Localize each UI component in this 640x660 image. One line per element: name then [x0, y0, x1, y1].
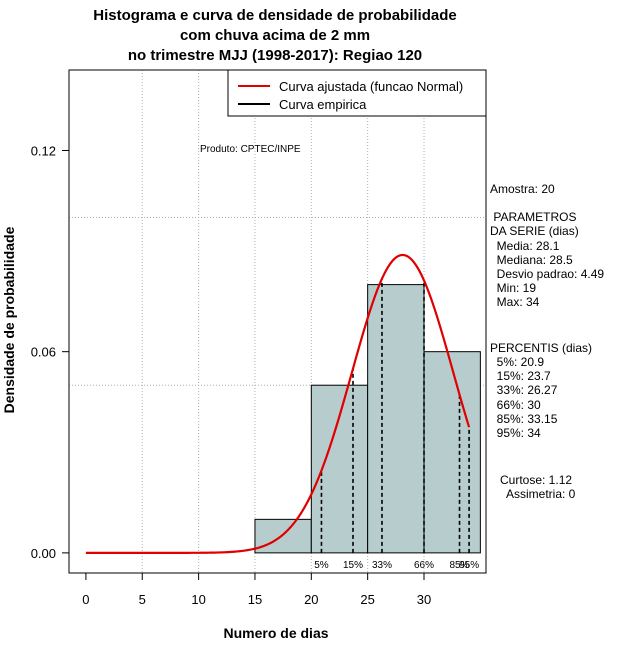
- stat-skewness: Assimetria: 0: [500, 487, 576, 501]
- x-tick-label-6: 30: [417, 592, 431, 607]
- y-axis-label: Densidade de probabilidade: [1, 226, 17, 413]
- histogram-bars: [254, 284, 481, 554]
- stat-p33: 33%: 26.27: [490, 383, 558, 397]
- stat-min: Min: 19: [490, 281, 536, 295]
- y-tick-label-2: 0.12: [31, 143, 56, 158]
- percentile-label-2: 33%: [372, 560, 392, 571]
- stat-sd: Desvio padrao: 4.49: [490, 267, 604, 281]
- legend-label-normal: Curva ajustada (funcao Normal): [279, 79, 463, 94]
- x-tick-label-0: 0: [82, 592, 89, 607]
- stat-median: Mediana: 28.5: [490, 253, 573, 267]
- chart-title-line-2: com chuva acima de 2 mm: [180, 27, 370, 44]
- x-axis-ticks: 0 5 10 15 20 25 30: [82, 573, 431, 607]
- chart-title-line-1: Histograma e curva de densidade de proba…: [93, 7, 456, 24]
- side-statistics: Amostra: 20 PARAMETROS DA SERIE (dias) M…: [490, 182, 604, 501]
- stat-percentiles-header: PERCENTIS (dias): [490, 341, 592, 355]
- y-axis-ticks: 0.00 0.06 0.12: [31, 143, 69, 561]
- stat-max: Max: 34: [490, 295, 540, 309]
- percentile-label-0: 5%: [314, 560, 329, 571]
- x-tick-label-2: 10: [191, 592, 205, 607]
- percentile-lines: [320, 278, 470, 553]
- histogram-bar-0: [254, 518, 312, 554]
- stat-kurtosis: Curtose: 1.12: [500, 473, 572, 487]
- percentile-label-5: 95%: [459, 560, 479, 571]
- percentile-label-3: 66%: [414, 560, 434, 571]
- x-axis-label: Numero de dias: [223, 625, 328, 641]
- x-tick-label-3: 15: [248, 592, 262, 607]
- stat-p15: 15%: 23.7: [490, 369, 551, 383]
- legend-label-empirical: Curva empirica: [279, 97, 367, 112]
- stat-params-header: PARAMETROS: [490, 210, 576, 224]
- stat-sample: Amostra: 20: [490, 182, 555, 196]
- y-tick-label-0: 0.00: [31, 546, 56, 561]
- grid-lines: [69, 70, 486, 573]
- stat-mean: Media: 28.1: [490, 239, 560, 253]
- percentile-label-1: 15%: [343, 560, 363, 571]
- percentile-label-4: 85%: [450, 560, 470, 571]
- histogram-bar-2: [367, 284, 425, 554]
- chart-title-line-3: no trimestre MJJ (1998-2017): Regiao 120: [128, 47, 422, 64]
- normal-curve: [85, 253, 471, 554]
- stat-p85: 85%: 33.15: [490, 412, 558, 426]
- histogram-bar-1: [310, 384, 369, 554]
- stat-params-header-2: DA SERIE (dias): [490, 224, 579, 238]
- y-tick-label-1: 0.06: [31, 345, 56, 360]
- product-note: Produto: CPTEC/INPE: [200, 144, 301, 155]
- legend: Curva ajustada (funcao Normal) Curva emp…: [227, 69, 487, 117]
- x-tick-label-5: 25: [360, 592, 374, 607]
- histogram-bar-3: [423, 351, 481, 554]
- percentile-labels: 5% 15% 33% 66% 85%95%: [314, 560, 479, 571]
- stat-p5: 5%: 20.9: [490, 355, 544, 369]
- x-tick-label-1: 5: [139, 592, 146, 607]
- x-tick-label-4: 20: [304, 592, 318, 607]
- stat-p66: 66%: 30: [490, 398, 541, 412]
- stat-p95: 95%: 34: [490, 426, 541, 440]
- legend-box: [227, 69, 487, 117]
